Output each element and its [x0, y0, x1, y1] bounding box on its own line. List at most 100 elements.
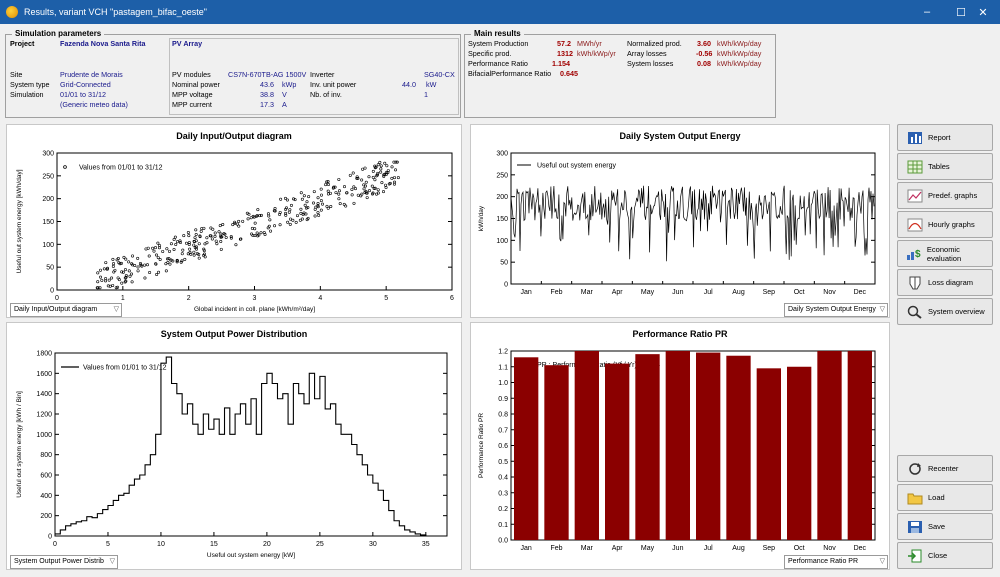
- recenter-button[interactable]: Recenter: [897, 455, 993, 482]
- scatter-point: [104, 261, 108, 265]
- scatter-point: [380, 181, 384, 185]
- scatter-point: [266, 226, 270, 230]
- y-tick-label: 800: [40, 452, 52, 459]
- scatter-point: [193, 246, 197, 250]
- scatter-point: [392, 160, 396, 164]
- report-button[interactable]: Report: [897, 124, 993, 151]
- chevron-down-icon: ▽: [113, 306, 119, 313]
- scatter-point: [174, 242, 178, 246]
- scatter-point: [356, 176, 360, 180]
- y-tick-label: 100: [42, 242, 54, 249]
- hourly-graph-icon: [906, 217, 924, 233]
- scatter-point: [219, 232, 223, 236]
- scatter-point: [253, 227, 257, 231]
- pr-chart-dropdown[interactable]: Performance Ratio PR ▽: [784, 555, 888, 569]
- io-chart-dropdown[interactable]: Daily Input/Output diagram ▽: [10, 303, 122, 317]
- scatter-point: [334, 191, 338, 195]
- bifacial-pr-label: BifacialPerformance Ratio: [468, 69, 552, 78]
- close-window-button[interactable]: ✕: [978, 6, 988, 19]
- scatter-point: [278, 210, 282, 214]
- scatter-point: [364, 184, 368, 188]
- scatter-point: [128, 274, 132, 278]
- scatter-point: [306, 205, 310, 209]
- scatter-point: [199, 229, 203, 233]
- scatter-point: [183, 257, 187, 261]
- y-tick-label: 150: [42, 219, 54, 226]
- scatter-point: [234, 243, 238, 247]
- normalized-prod-label: Normalized prod.: [627, 39, 682, 48]
- scatter-point: [313, 214, 317, 218]
- y-tick-label: 1.2: [498, 349, 508, 356]
- scatter-point: [255, 214, 259, 218]
- y-tick-label: 0: [48, 534, 52, 541]
- scatter-point: [267, 214, 271, 218]
- scatter-point: [371, 175, 375, 179]
- scatter-point: [259, 231, 263, 235]
- daily-energy-line-chart: 0 50 100 150 200 250 300 Jan Feb Mar Apr May Jun Jul A…: [478, 151, 876, 296]
- distribution-chart-dropdown[interactable]: System Output Power Distrib ▽: [10, 555, 118, 569]
- report-icon: [906, 130, 924, 146]
- scatter-point: [218, 224, 222, 228]
- y-tick-label: 0.6: [498, 443, 508, 450]
- x-tick-label: 2: [187, 295, 191, 302]
- predef-graphs-button[interactable]: Predef. graphs: [897, 182, 993, 209]
- y-tick-label: 1.0: [498, 380, 508, 387]
- scatter-point: [331, 186, 335, 190]
- scatter-point: [181, 248, 185, 252]
- pv-modules-label: PV modules: [172, 70, 211, 79]
- y-tick-label: 0.0: [498, 538, 508, 545]
- x-tick-label: May: [641, 289, 655, 296]
- y-tick-label: 0.7: [498, 427, 508, 434]
- system-overview-button[interactable]: System overview: [897, 298, 993, 325]
- button-label: Loss diagram: [928, 278, 974, 287]
- scatter-point: [337, 192, 341, 196]
- y-tick-label: 0.2: [498, 506, 508, 513]
- system-type-label: System type: [10, 80, 50, 89]
- scatter-point: [121, 270, 125, 274]
- scatter-point: [259, 213, 263, 217]
- scatter-point: [155, 273, 159, 277]
- hourly-graphs-button[interactable]: Hourly graphs: [897, 211, 993, 238]
- mpp-voltage-unit: V: [282, 90, 287, 99]
- scatter-point: [175, 259, 179, 263]
- tables-button[interactable]: Tables: [897, 153, 993, 180]
- scatter-point: [278, 223, 282, 227]
- x-tick-label: Jun: [672, 289, 683, 296]
- search-icon: [906, 304, 924, 320]
- daily-chart-dropdown[interactable]: Daily System Output Energy ▽: [784, 303, 888, 317]
- scatter-point: [180, 252, 184, 256]
- save-button[interactable]: Save: [897, 513, 993, 540]
- scatter-point: [373, 164, 377, 168]
- array-losses-label: Array losses: [627, 49, 667, 58]
- scatter-point: [316, 211, 320, 215]
- scatter-point: [136, 256, 140, 260]
- scatter-point: [376, 163, 380, 167]
- minimize-button[interactable]: –: [923, 6, 931, 18]
- button-label: Report: [928, 133, 951, 142]
- scatter-point: [386, 171, 390, 175]
- scatter-point: [111, 264, 115, 268]
- legend-label: Values from 01/01 to 31/12: [83, 365, 167, 372]
- x-tick-label: Jan: [521, 545, 532, 552]
- plot-frame: [56, 152, 453, 291]
- x-tick-label: Feb: [550, 545, 562, 552]
- power-distribution-chart: 0 200 400 600 800 1000 1200 1400 1600 1800 0 5 10 15 2…: [16, 351, 448, 559]
- load-button[interactable]: Load: [897, 484, 993, 511]
- scatter-point: [219, 239, 223, 243]
- maximize-button[interactable]: ☐: [956, 6, 966, 19]
- scatter-point: [350, 187, 354, 191]
- scatter-point: [106, 284, 110, 288]
- x-tick-label: 35: [422, 541, 430, 548]
- scatter-point: [319, 199, 323, 203]
- scatter-point: [116, 285, 120, 289]
- scatter-point: [316, 196, 320, 200]
- economic-evaluation-button[interactable]: $ Economic evaluation: [897, 240, 993, 267]
- inv-unit-power-unit: kW: [426, 80, 437, 89]
- scatter-point: [182, 234, 186, 238]
- close-button[interactable]: Close: [897, 542, 993, 569]
- loss-diagram-button[interactable]: Loss diagram: [897, 269, 993, 296]
- y-axis-label: kWh/day: [478, 205, 485, 231]
- scatter-point: [379, 170, 383, 174]
- scatter-point: [130, 280, 134, 284]
- x-tick-label: Mar: [581, 289, 594, 296]
